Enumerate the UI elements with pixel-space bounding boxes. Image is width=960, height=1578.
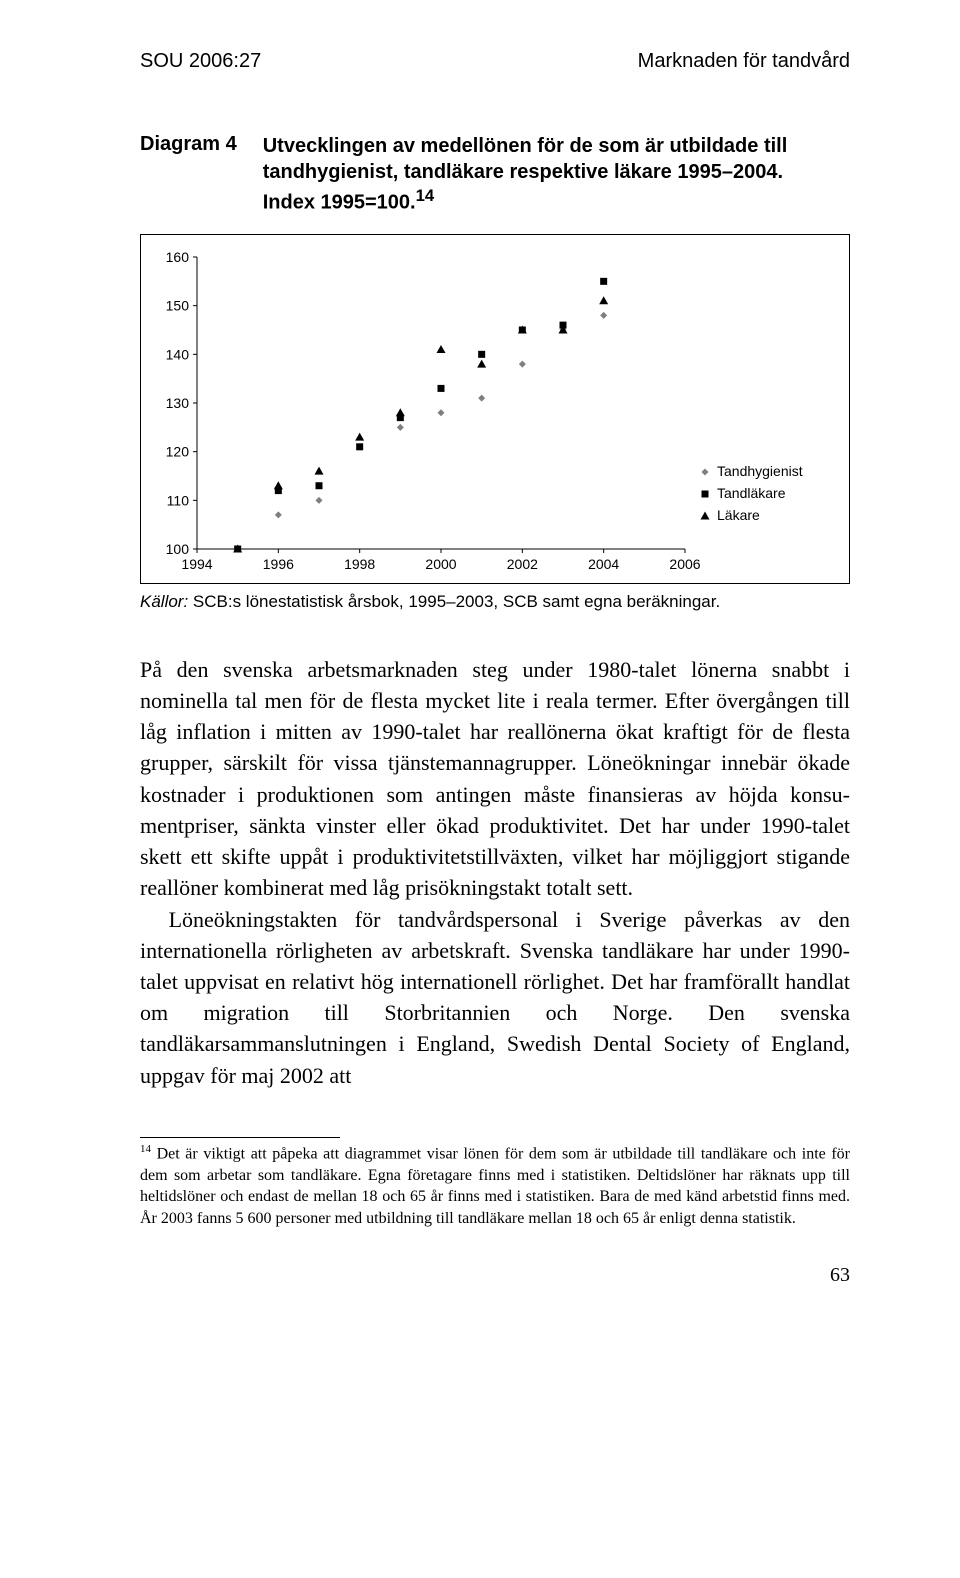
svg-text:1994: 1994 xyxy=(181,556,212,569)
svg-text:110: 110 xyxy=(167,492,190,508)
diagram-title-line3: Index 1995=100. xyxy=(263,192,416,214)
footnote: 14 Det är viktigt att påpeka att diagram… xyxy=(140,1142,850,1230)
chart-container: 100 110 120 130 140 150 160 1994 1996 1998 2000 200… xyxy=(140,234,850,584)
line-chart: 100 110 120 130 140 150 160 1994 1996 1998 2000 200… xyxy=(155,249,823,569)
diagram-title-line1: Utvecklingen av medellönen för de som är… xyxy=(263,135,788,157)
diagram-footref: 14 xyxy=(416,186,435,205)
svg-text:Läkare: Läkare xyxy=(717,507,760,523)
body-text: På den svenska arbetsmarknaden steg unde… xyxy=(140,654,850,1091)
footnote-ref: 14 xyxy=(140,1143,151,1155)
footnote-rule xyxy=(140,1137,340,1138)
footnote-text: Det är viktigt att påpeka att diagrammet… xyxy=(140,1145,850,1227)
svg-text:2002: 2002 xyxy=(507,556,538,569)
page-number: 63 xyxy=(140,1264,850,1287)
header-left: SOU 2006:27 xyxy=(140,50,261,73)
source-text: SCB:s lönestatistisk årsbok, 1995–2003, … xyxy=(188,592,720,611)
svg-text:150: 150 xyxy=(166,297,190,313)
svg-text:140: 140 xyxy=(166,346,190,362)
svg-text:1996: 1996 xyxy=(263,556,294,569)
svg-text:2004: 2004 xyxy=(588,556,619,569)
header-right: Marknaden för tandvård xyxy=(638,50,850,73)
svg-text:Tandhygienist: Tandhygienist xyxy=(717,463,803,479)
svg-text:2000: 2000 xyxy=(425,556,456,569)
diagram-title: Utvecklingen av medellönen för de som är… xyxy=(263,133,788,216)
paragraph-2: Löneökningstakten för tandvårdspersonal … xyxy=(140,904,850,1091)
svg-text:120: 120 xyxy=(166,443,190,459)
svg-text:100: 100 xyxy=(166,541,190,557)
svg-text:2006: 2006 xyxy=(669,556,700,569)
svg-text:1998: 1998 xyxy=(344,556,375,569)
svg-text:Tandläkare: Tandläkare xyxy=(717,485,786,501)
paragraph-1: På den svenska arbetsmarknaden steg unde… xyxy=(140,654,850,904)
diagram-title-line2: tandhygienist, tandläkare respektive läk… xyxy=(263,161,783,183)
svg-text:160: 160 xyxy=(166,249,190,265)
diagram-label: Diagram 4 xyxy=(140,133,237,216)
source-label: Källor: xyxy=(140,592,188,611)
chart-source: Källor: SCB:s lönestatistisk årsbok, 199… xyxy=(140,592,850,612)
svg-text:130: 130 xyxy=(166,395,190,411)
